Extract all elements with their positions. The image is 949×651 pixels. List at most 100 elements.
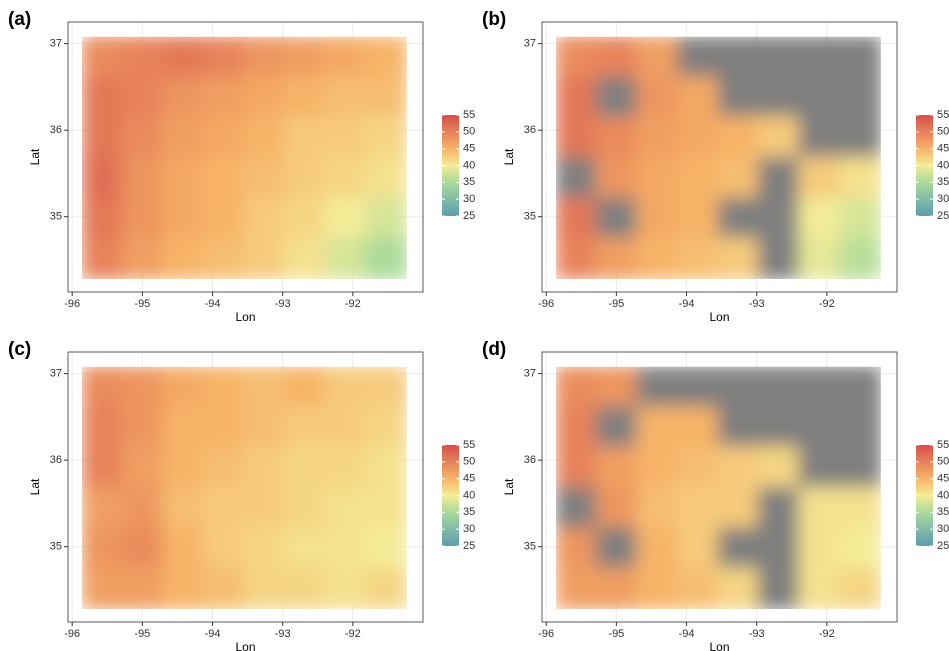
heat-cell <box>636 156 680 200</box>
heat-cell <box>677 197 720 240</box>
heat-cell <box>636 76 680 119</box>
heat-cell <box>162 76 206 119</box>
missing-cell <box>798 76 842 119</box>
heat-cell <box>121 156 165 200</box>
panel-label: (a) <box>8 9 31 30</box>
heat-cell <box>595 567 639 610</box>
heat-cell <box>324 36 368 79</box>
heat-cell <box>162 237 206 280</box>
colorbar-label: 40 <box>937 489 949 501</box>
heat-cell <box>324 527 368 570</box>
heat-cell <box>798 156 842 200</box>
heat-cell <box>798 527 842 570</box>
heat-cell <box>556 406 598 449</box>
missing-cell <box>839 36 881 79</box>
heat-cell <box>203 486 246 530</box>
colorbar-label: 50 <box>937 456 949 468</box>
colorbar-label: 50 <box>463 126 475 138</box>
missing-cell <box>757 197 801 240</box>
heat-cell <box>82 527 124 570</box>
missing-cell <box>757 527 801 570</box>
heat-cell <box>365 237 407 280</box>
heat-cell <box>82 76 124 119</box>
y-axis-label: Lat <box>28 148 42 165</box>
heat-cell <box>556 366 598 409</box>
missing-cell <box>717 197 760 240</box>
raster <box>82 366 407 610</box>
heat-cell <box>677 116 720 159</box>
missing-cell <box>839 366 881 409</box>
colorbar-label: 55 <box>463 109 475 121</box>
colorbar-label: 45 <box>937 473 949 485</box>
missing-cell <box>595 527 639 570</box>
colorbar-label: 55 <box>937 109 949 121</box>
panel: (c) -96 -95 -94 -93 -92 35 36 37 Lon Lat 25 30 35 40 45… <box>8 339 475 651</box>
colorbar <box>916 115 933 216</box>
colorbar-label: 25 <box>937 540 949 552</box>
x-tick-label: -96 <box>64 628 80 640</box>
missing-cell <box>798 366 842 409</box>
colorbar-label: 30 <box>463 523 475 535</box>
missing-cell <box>717 36 760 79</box>
missing-cell <box>839 406 881 449</box>
missing-cell <box>757 237 801 280</box>
heat-cell <box>839 486 881 530</box>
colorbar <box>442 445 459 546</box>
plot-frame <box>67 351 424 623</box>
heat-cell <box>365 76 407 119</box>
heat-cell <box>162 197 206 240</box>
heat-cell <box>636 486 680 530</box>
heat-cell <box>203 156 246 200</box>
heat-cell <box>82 197 124 240</box>
colorbar-label: 30 <box>937 523 949 535</box>
heat-cell <box>365 446 407 489</box>
heat-cell <box>677 237 720 280</box>
colorbar-label: 40 <box>937 159 949 171</box>
heat-cell <box>82 156 124 200</box>
heat-cell <box>203 527 246 570</box>
y-tick-label: 35 <box>50 541 62 553</box>
heat-cell <box>365 36 407 79</box>
heat-cell <box>717 116 760 159</box>
missing-cell <box>595 76 639 119</box>
heat-cell <box>243 156 286 200</box>
heat-cell <box>121 76 165 119</box>
heat-cell <box>839 156 881 200</box>
missing-cell <box>595 406 639 449</box>
colorbar-label: 40 <box>463 489 475 501</box>
colorbar-label: 35 <box>463 176 475 188</box>
raster-cells <box>556 36 881 280</box>
heat-cell <box>82 116 124 159</box>
heat-cell <box>365 116 407 159</box>
x-axis-label: Lon <box>709 640 729 651</box>
colorbar-label: 35 <box>937 176 949 188</box>
heat-cell <box>203 366 246 409</box>
raster <box>82 36 407 280</box>
heat-cell <box>243 116 286 159</box>
panel: (a) -96 -95 -94 -93 -92 35 36 37 Lon Lat 25 30 35 40 45… <box>8 9 475 324</box>
x-tick-label: -93 <box>275 628 291 640</box>
missing-cell <box>677 36 720 79</box>
heat-cell <box>243 366 286 409</box>
heat-cell <box>162 527 206 570</box>
heat-cell <box>203 446 246 489</box>
colorbar <box>916 445 933 546</box>
colorbar-label: 45 <box>463 473 475 485</box>
missing-cell <box>677 366 720 409</box>
colorbar <box>442 115 459 216</box>
heat-cell <box>283 527 327 570</box>
heat-cell <box>365 406 407 449</box>
heat-cell <box>121 406 165 449</box>
colorbar-label: 50 <box>937 126 949 138</box>
heat-cell <box>798 197 842 240</box>
heat-cell <box>636 406 680 449</box>
heat-cell <box>556 76 598 119</box>
missing-cell <box>717 366 760 409</box>
heat-cell <box>121 237 165 280</box>
missing-cell <box>757 36 801 79</box>
heat-cell <box>243 237 286 280</box>
y-tick-label: 36 <box>50 124 62 136</box>
heat-cell <box>203 197 246 240</box>
heat-cell <box>324 116 368 159</box>
